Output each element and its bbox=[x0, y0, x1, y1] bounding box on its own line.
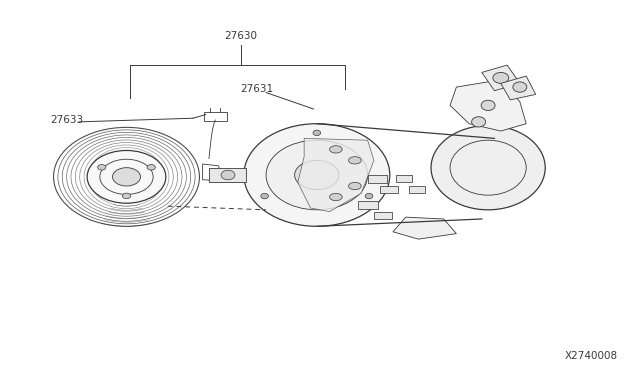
Ellipse shape bbox=[147, 164, 156, 170]
Circle shape bbox=[349, 157, 361, 164]
FancyBboxPatch shape bbox=[209, 169, 246, 182]
Polygon shape bbox=[298, 138, 374, 212]
Circle shape bbox=[330, 146, 342, 153]
Text: 27630: 27630 bbox=[224, 31, 257, 41]
Ellipse shape bbox=[221, 170, 235, 180]
Circle shape bbox=[349, 182, 361, 190]
Ellipse shape bbox=[431, 125, 545, 210]
Ellipse shape bbox=[294, 160, 339, 190]
FancyBboxPatch shape bbox=[367, 175, 387, 183]
Ellipse shape bbox=[513, 82, 527, 92]
Ellipse shape bbox=[261, 193, 268, 199]
Ellipse shape bbox=[87, 150, 166, 203]
Ellipse shape bbox=[481, 100, 495, 110]
Ellipse shape bbox=[365, 193, 373, 199]
Ellipse shape bbox=[472, 117, 486, 127]
Polygon shape bbox=[450, 80, 526, 131]
Ellipse shape bbox=[244, 124, 390, 226]
Text: 27633: 27633 bbox=[51, 115, 83, 125]
FancyBboxPatch shape bbox=[409, 186, 425, 193]
Polygon shape bbox=[482, 65, 520, 91]
FancyBboxPatch shape bbox=[358, 201, 378, 209]
Circle shape bbox=[330, 193, 342, 201]
Text: 27631: 27631 bbox=[241, 84, 274, 94]
FancyBboxPatch shape bbox=[380, 186, 398, 193]
FancyBboxPatch shape bbox=[396, 175, 412, 182]
Ellipse shape bbox=[266, 140, 367, 210]
Text: X2740008: X2740008 bbox=[565, 352, 618, 361]
Polygon shape bbox=[501, 76, 536, 100]
Ellipse shape bbox=[493, 73, 509, 83]
Ellipse shape bbox=[122, 193, 131, 199]
Polygon shape bbox=[393, 217, 456, 239]
Ellipse shape bbox=[313, 130, 321, 136]
Ellipse shape bbox=[113, 168, 140, 186]
Ellipse shape bbox=[98, 164, 106, 170]
FancyBboxPatch shape bbox=[374, 212, 392, 219]
